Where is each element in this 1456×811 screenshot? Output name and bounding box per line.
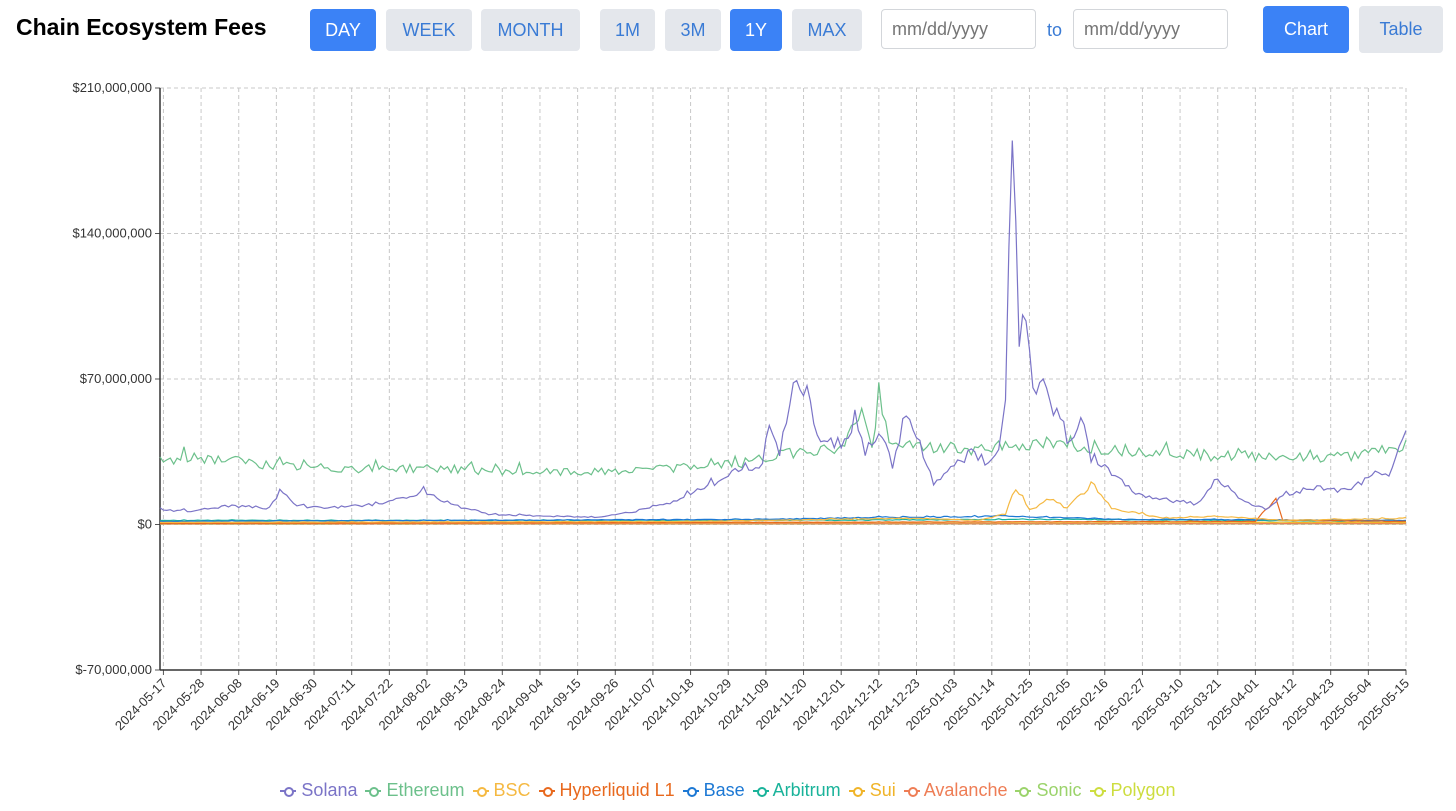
legend-label: Solana [296,780,358,800]
legend-marker-icon [682,786,699,798]
legend-marker-icon [538,786,555,798]
y-tick-label: $210,000,000 [72,80,152,95]
legend-marker-icon [472,786,489,798]
legend-item-avalanche[interactable]: Avalanche [903,780,1008,801]
legend-marker-icon [280,786,297,798]
period-week-button[interactable]: WEEK [386,9,472,51]
range-3m-button[interactable]: 3M [665,9,721,51]
date-from-input[interactable] [881,9,1036,49]
range-1y-button[interactable]: 1Y [730,9,782,51]
chart-view-button[interactable]: Chart [1263,6,1349,53]
series-line-ethereum [159,382,1407,477]
range-1m-button[interactable]: 1M [600,9,655,51]
legend-item-arbitrum[interactable]: Arbitrum [752,780,841,801]
legend-label: Hyperliquid L1 [554,780,675,800]
legend-marker-icon [848,786,865,798]
period-day-button[interactable]: DAY [310,9,376,51]
legend-marker-icon [365,786,382,798]
legend-label: Base [698,780,745,800]
legend-item-base[interactable]: Base [682,780,745,801]
legend-marker-icon [903,786,920,798]
legend-label: Arbitrum [768,780,841,800]
y-tick-label: $0 [138,517,152,532]
page-title: Chain Ecosystem Fees [16,14,267,40]
y-tick-label: $-70,000,000 [75,662,152,677]
y-tick-label: $140,000,000 [72,226,152,241]
range-max-button[interactable]: MAX [792,9,862,51]
legend-label: Polygon [1105,780,1176,800]
y-tick-label: $70,000,000 [80,371,152,386]
legend-label: Sonic [1031,780,1082,800]
table-view-button[interactable]: Table [1359,6,1443,53]
series-line-bsc [159,480,1407,524]
legend-item-hyperliquid-l1[interactable]: Hyperliquid L1 [538,780,675,801]
legend-marker-icon [1089,786,1106,798]
legend-item-solana[interactable]: Solana [280,780,357,801]
legend-label: Avalanche [919,780,1008,800]
legend-marker-icon [752,786,769,798]
legend-item-sui[interactable]: Sui [848,780,896,801]
legend-item-sonic[interactable]: Sonic [1015,780,1082,801]
legend-item-ethereum[interactable]: Ethereum [365,780,465,801]
legend-label: Ethereum [381,780,465,800]
date-to-input[interactable] [1073,9,1228,49]
series-line-hyperliquid-l1 [159,497,1407,525]
fees-line-chart: $-70,000,000 $0 $70,000,000 $140,000,000 $21… [72,80,1412,733]
period-month-button[interactable]: MONTH [481,9,580,51]
date-range-to-label: to [1047,20,1063,40]
legend-item-polygon[interactable]: Polygon [1089,780,1176,801]
chart-legend: Solana Ethereum BSC Hyperliquid L1 Base … [0,780,1456,801]
legend-label: BSC [488,780,531,800]
legend-label: Sui [864,780,896,800]
legend-item-bsc[interactable]: BSC [472,780,531,801]
series-line-base [159,514,1407,523]
series-line-solana [159,140,1407,519]
legend-marker-icon [1015,786,1032,798]
